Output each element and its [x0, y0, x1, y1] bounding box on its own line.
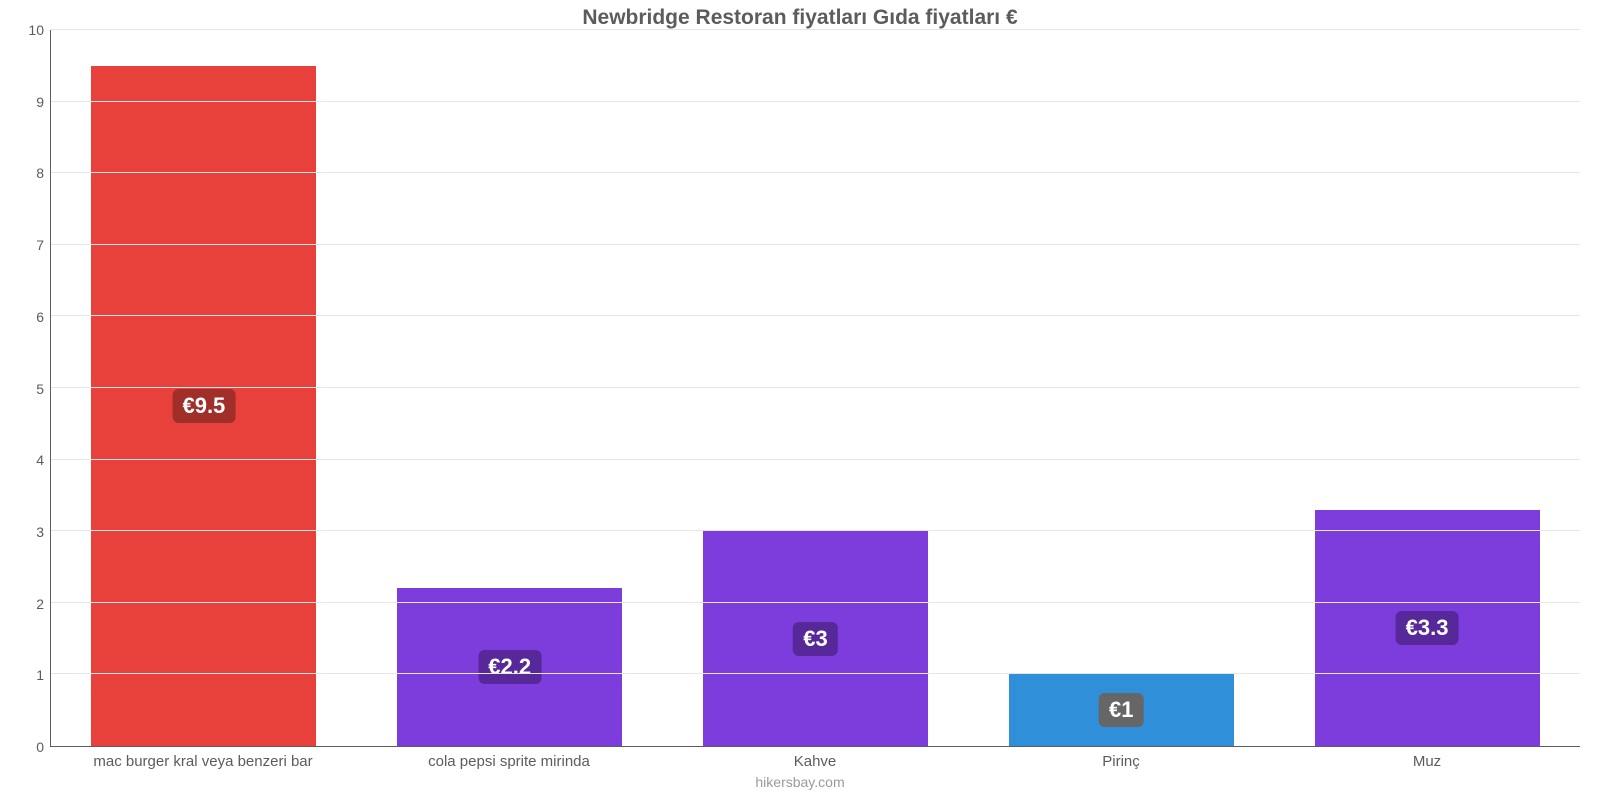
bar-slot: €2.2	[397, 30, 622, 746]
chart-source: hikersbay.com	[0, 770, 1600, 800]
plot-area: €9.5 €2.2 €3 €1 €3.3	[50, 30, 1580, 747]
bar-value-label: €3	[793, 622, 837, 656]
bar: €1	[1009, 674, 1234, 746]
bar-slot: €3	[703, 30, 928, 746]
x-axis-label: Muz	[1315, 753, 1540, 770]
y-tick: 7	[36, 237, 44, 253]
grid-line	[51, 387, 1580, 388]
bar-value-label: €1	[1099, 693, 1143, 727]
y-tick: 8	[36, 165, 44, 181]
x-axis-label: Pirinç	[1009, 753, 1234, 770]
bar-value-label: €9.5	[172, 389, 235, 423]
grid-line	[51, 29, 1580, 30]
bar-slot: €9.5	[91, 30, 316, 746]
x-axis-label: mac burger kral veya benzeri bar	[91, 753, 316, 770]
bar: €9.5	[91, 66, 316, 746]
bar: €3.3	[1315, 510, 1540, 746]
grid-line	[51, 315, 1580, 316]
y-tick: 0	[36, 739, 44, 755]
bar-slot: €1	[1009, 30, 1234, 746]
x-axis-label: Kahve	[703, 753, 928, 770]
y-tick: 6	[36, 309, 44, 325]
bar-value-label: €2.2	[478, 650, 541, 684]
x-axis-label: cola pepsi sprite mirinda	[397, 753, 622, 770]
x-axis: mac burger kral veya benzeri bar cola pep…	[0, 747, 1600, 770]
grid-line	[51, 172, 1580, 173]
bar-value-label: €3.3	[1396, 611, 1459, 645]
y-tick: 5	[36, 381, 44, 397]
y-tick: 1	[36, 667, 44, 683]
chart-body: 012345678910 €9.5€2.2€3€1€3.3	[0, 30, 1600, 747]
grid-line	[51, 101, 1580, 102]
price-bar-chart: Newbridge Restoran fiyatları Gıda fiyatl…	[0, 0, 1600, 800]
y-tick: 9	[36, 94, 44, 110]
grid-line	[51, 673, 1580, 674]
y-tick: 4	[36, 452, 44, 468]
grid-line	[51, 459, 1580, 460]
grid-line	[51, 602, 1580, 603]
bar-slot: €3.3	[1315, 30, 1540, 746]
chart-title: Newbridge Restoran fiyatları Gıda fiyatl…	[0, 0, 1600, 30]
grid-line	[51, 530, 1580, 531]
y-tick: 2	[36, 596, 44, 612]
bar: €3	[703, 531, 928, 746]
y-tick: 3	[36, 524, 44, 540]
bar: €2.2	[397, 588, 622, 746]
bars-container: €9.5 €2.2 €3 €1 €3.3	[51, 30, 1580, 746]
y-tick: 10	[28, 22, 44, 38]
grid-line	[51, 244, 1580, 245]
y-axis: 012345678910	[10, 30, 50, 747]
